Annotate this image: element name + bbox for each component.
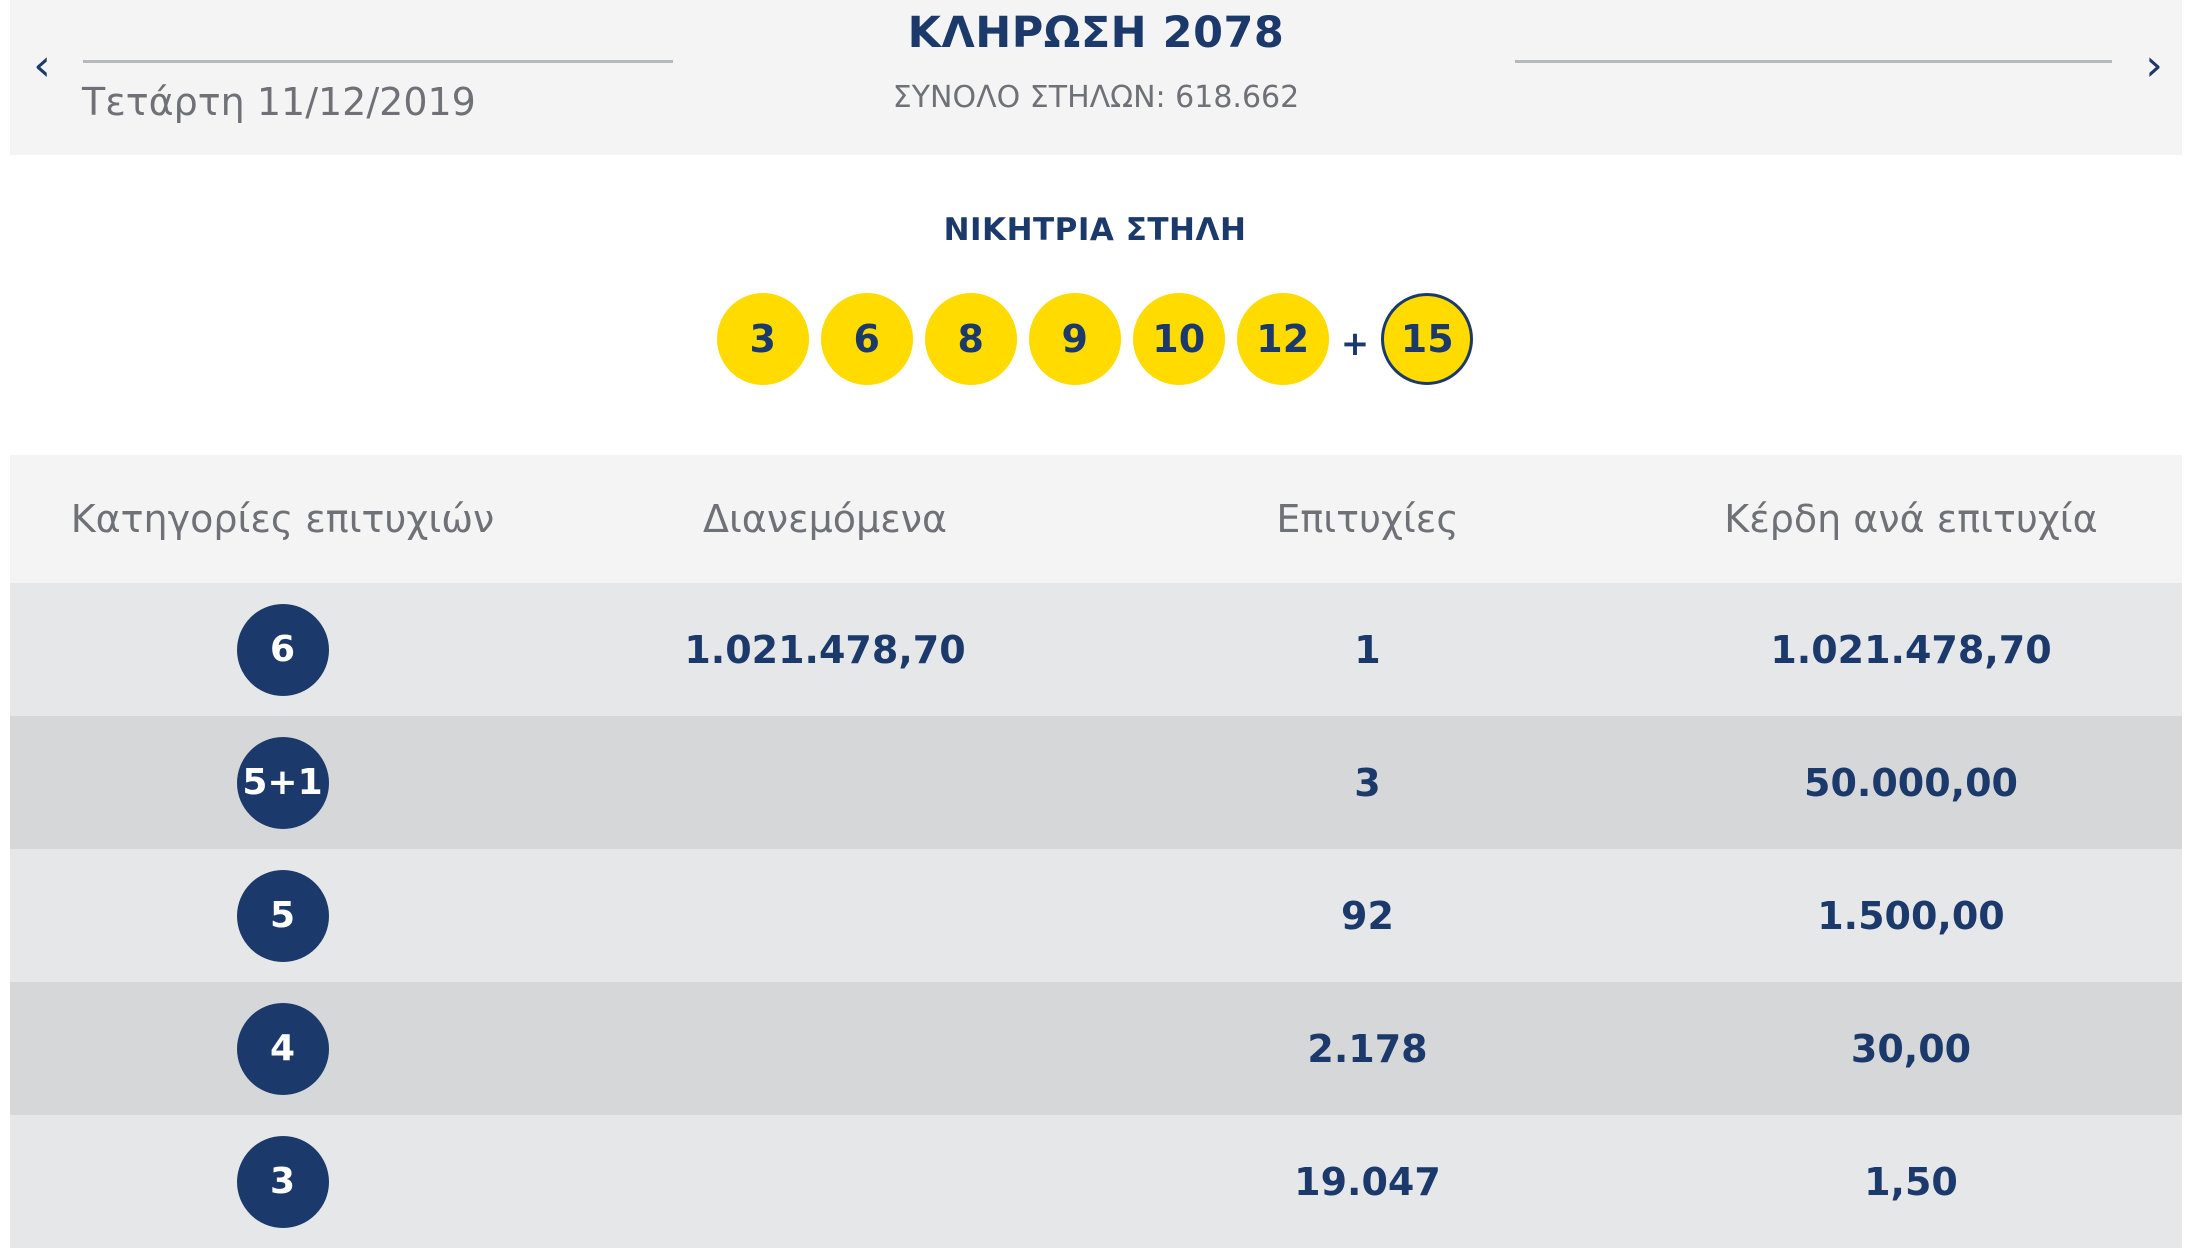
prize-table: Κατηγορίες επιτυχιών Διανεμόμενα Επιτυχί… bbox=[10, 455, 2182, 1248]
category-cell: 5+1 bbox=[10, 736, 555, 829]
plus-sign: + bbox=[1340, 324, 1370, 364]
category-cell: 5 bbox=[10, 869, 555, 962]
prize-cell: 50.000,00 bbox=[1804, 760, 2018, 805]
header-divider-right bbox=[1515, 60, 2112, 63]
previous-draw-chevron-icon[interactable]: ‹ bbox=[33, 40, 51, 91]
table-row: 5 92 1.500,00 bbox=[10, 849, 2182, 982]
next-draw-chevron-icon[interactable]: › bbox=[2145, 40, 2163, 91]
winners-cell: 1 bbox=[1354, 627, 1381, 672]
column-header-winners: Επιτυχίες bbox=[1276, 497, 1459, 541]
distributed-cell: 1.021.478,70 bbox=[684, 627, 966, 672]
winning-number-ball: 3 bbox=[716, 293, 809, 385]
draw-header: ‹ Τετάρτη 11/12/2019 ΚΛΗΡΩΣΗ 2078 ΣΥΝΟΛΟ… bbox=[10, 0, 2182, 155]
category-badge: 5+1 bbox=[236, 736, 329, 829]
prize-cell: 1,50 bbox=[1864, 1159, 1958, 1204]
column-header-categories: Κατηγορίες επιτυχιών bbox=[70, 497, 495, 541]
winning-number-ball: 12 bbox=[1236, 293, 1329, 385]
draw-date: Τετάρτη 11/12/2019 bbox=[82, 80, 476, 124]
winners-cell: 3 bbox=[1354, 760, 1381, 805]
category-badge: 4 bbox=[236, 1002, 329, 1095]
category-cell: 3 bbox=[10, 1135, 555, 1228]
winners-cell: 2.178 bbox=[1307, 1026, 1428, 1071]
header-divider-left bbox=[83, 60, 673, 63]
column-header-prize-per-winner: Κέρδη ανά επιτυχία bbox=[1724, 497, 2098, 541]
bonus-number-ball: 15 bbox=[1381, 293, 1474, 385]
table-row: 5+1 3 50.000,00 bbox=[10, 716, 2182, 849]
winning-number-ball: 8 bbox=[924, 293, 1017, 385]
category-badge: 5 bbox=[236, 869, 329, 962]
table-row: 4 2.178 30,00 bbox=[10, 982, 2182, 1115]
table-row: 6 1.021.478,70 1 1.021.478,70 bbox=[10, 583, 2182, 716]
prize-cell: 1.021.478,70 bbox=[1770, 627, 2052, 672]
winners-cell: 19.047 bbox=[1294, 1159, 1441, 1204]
winners-cell: 92 bbox=[1341, 893, 1394, 938]
winning-number-ball: 9 bbox=[1028, 293, 1121, 385]
draw-title: ΚΛΗΡΩΣΗ 2078 bbox=[907, 8, 1285, 58]
category-cell: 4 bbox=[10, 1002, 555, 1095]
category-badge: 6 bbox=[236, 603, 329, 696]
category-cell: 6 bbox=[10, 603, 555, 696]
winning-column-label: ΝΙΚΗΤΡΙΑ ΣΤΗΛΗ bbox=[943, 212, 1247, 248]
total-columns: ΣΥΝΟΛΟ ΣΤΗΛΩΝ: 618.662 bbox=[892, 80, 1300, 115]
winning-numbers: 3 6 8 9 10 12 + 15 bbox=[0, 293, 2190, 385]
category-badge: 3 bbox=[236, 1135, 329, 1228]
winning-number-ball: 6 bbox=[820, 293, 913, 385]
column-header-distributed: Διανεμόμενα bbox=[702, 497, 948, 541]
prize-cell: 1.500,00 bbox=[1817, 893, 2005, 938]
winning-number-ball: 10 bbox=[1132, 293, 1225, 385]
table-row: 3 19.047 1,50 bbox=[10, 1115, 2182, 1248]
table-header: Κατηγορίες επιτυχιών Διανεμόμενα Επιτυχί… bbox=[10, 455, 2182, 583]
prize-cell: 30,00 bbox=[1850, 1026, 1972, 1071]
